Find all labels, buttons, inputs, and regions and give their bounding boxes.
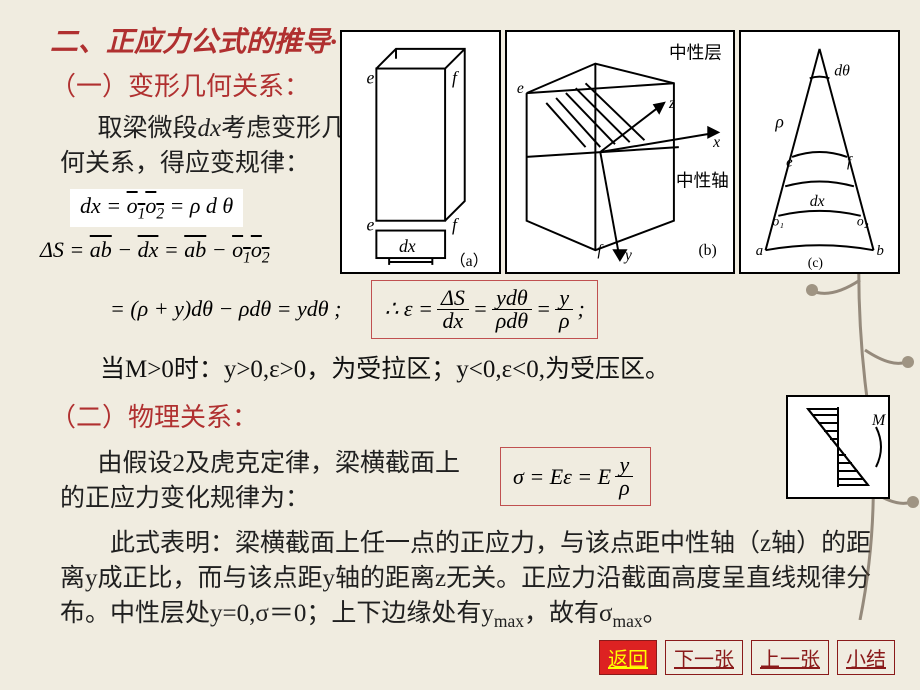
figure-c: dθ ρ e f dx o₁ o₂ a b (c) xyxy=(739,30,900,274)
svg-text:b: b xyxy=(876,243,883,259)
nav-back-button[interactable]: 返回 xyxy=(599,640,657,675)
svg-text:o₁: o₁ xyxy=(772,214,784,229)
svg-text:f: f xyxy=(452,67,459,87)
svg-text:dx: dx xyxy=(399,236,416,256)
svg-text:f: f xyxy=(452,215,459,235)
formula-epsilon: ∴ ε = ΔSdx = ydθρdθ = yρ ; xyxy=(371,280,597,339)
svg-text:o₂: o₂ xyxy=(857,214,869,229)
svg-text:x: x xyxy=(712,134,720,151)
svg-text:（a）: （a） xyxy=(450,253,488,270)
nav-bar: 返回 下一张 上一张 小结 xyxy=(599,640,895,675)
tension-compression-remark: 当M>0时：y>0,ε>0，为受拉区；y<0,ε<0,为受压区。 xyxy=(100,349,890,385)
svg-text:中性轴: 中性轴 xyxy=(676,170,729,190)
figure-b: 中性层 中性轴 x z y e f (b) xyxy=(505,30,735,274)
formula-sigma: σ = Eε = E yρ xyxy=(500,447,651,506)
formula-expand: = (ρ + y)dθ − ρdθ = ydθ ; xyxy=(110,296,341,322)
subsection-2-title: （二）物理关系： xyxy=(50,397,890,434)
formula-deltaS: ΔS = ab − dx = ab − o1o2 xyxy=(40,237,270,262)
nav-prev-button[interactable]: 上一张 xyxy=(751,640,829,675)
svg-text:z: z xyxy=(668,95,675,112)
paragraph-1: 取梁微段dx考虑变形几何关系，得应变规律： xyxy=(60,111,360,181)
svg-text:f: f xyxy=(597,242,604,259)
svg-text:y: y xyxy=(623,247,632,264)
svg-text:e: e xyxy=(367,215,375,235)
svg-text:e: e xyxy=(786,155,793,171)
svg-text:(b): (b) xyxy=(699,242,717,259)
svg-text:中性层: 中性层 xyxy=(669,43,722,63)
svg-text:ρ: ρ xyxy=(774,111,783,131)
svg-text:e: e xyxy=(517,80,524,97)
svg-text:(c): (c) xyxy=(808,255,823,271)
svg-text:M: M xyxy=(871,412,887,429)
paragraph-3: 此式表明：梁横截面上任一点的正应力，与该点距中性轴（z轴）的距离y成正比，而与该… xyxy=(60,526,890,634)
svg-text:e: e xyxy=(367,67,375,87)
svg-text:a: a xyxy=(756,243,763,259)
stress-distribution-figure: M xyxy=(786,395,890,499)
nav-summary-button[interactable]: 小结 xyxy=(837,640,895,675)
nav-next-button[interactable]: 下一张 xyxy=(665,640,743,675)
paragraph-2: 由假设2及虎克定律，梁横截面上的正应力变化规律为： xyxy=(60,446,480,516)
formula-dx: dx = o1o2 = ρ d θ xyxy=(70,189,243,227)
figure-group: e f e f dx （a） xyxy=(340,30,900,270)
figure-a: e f e f dx （a） xyxy=(340,30,501,274)
svg-text:dθ: dθ xyxy=(834,62,850,79)
svg-text:dx: dx xyxy=(810,193,825,210)
